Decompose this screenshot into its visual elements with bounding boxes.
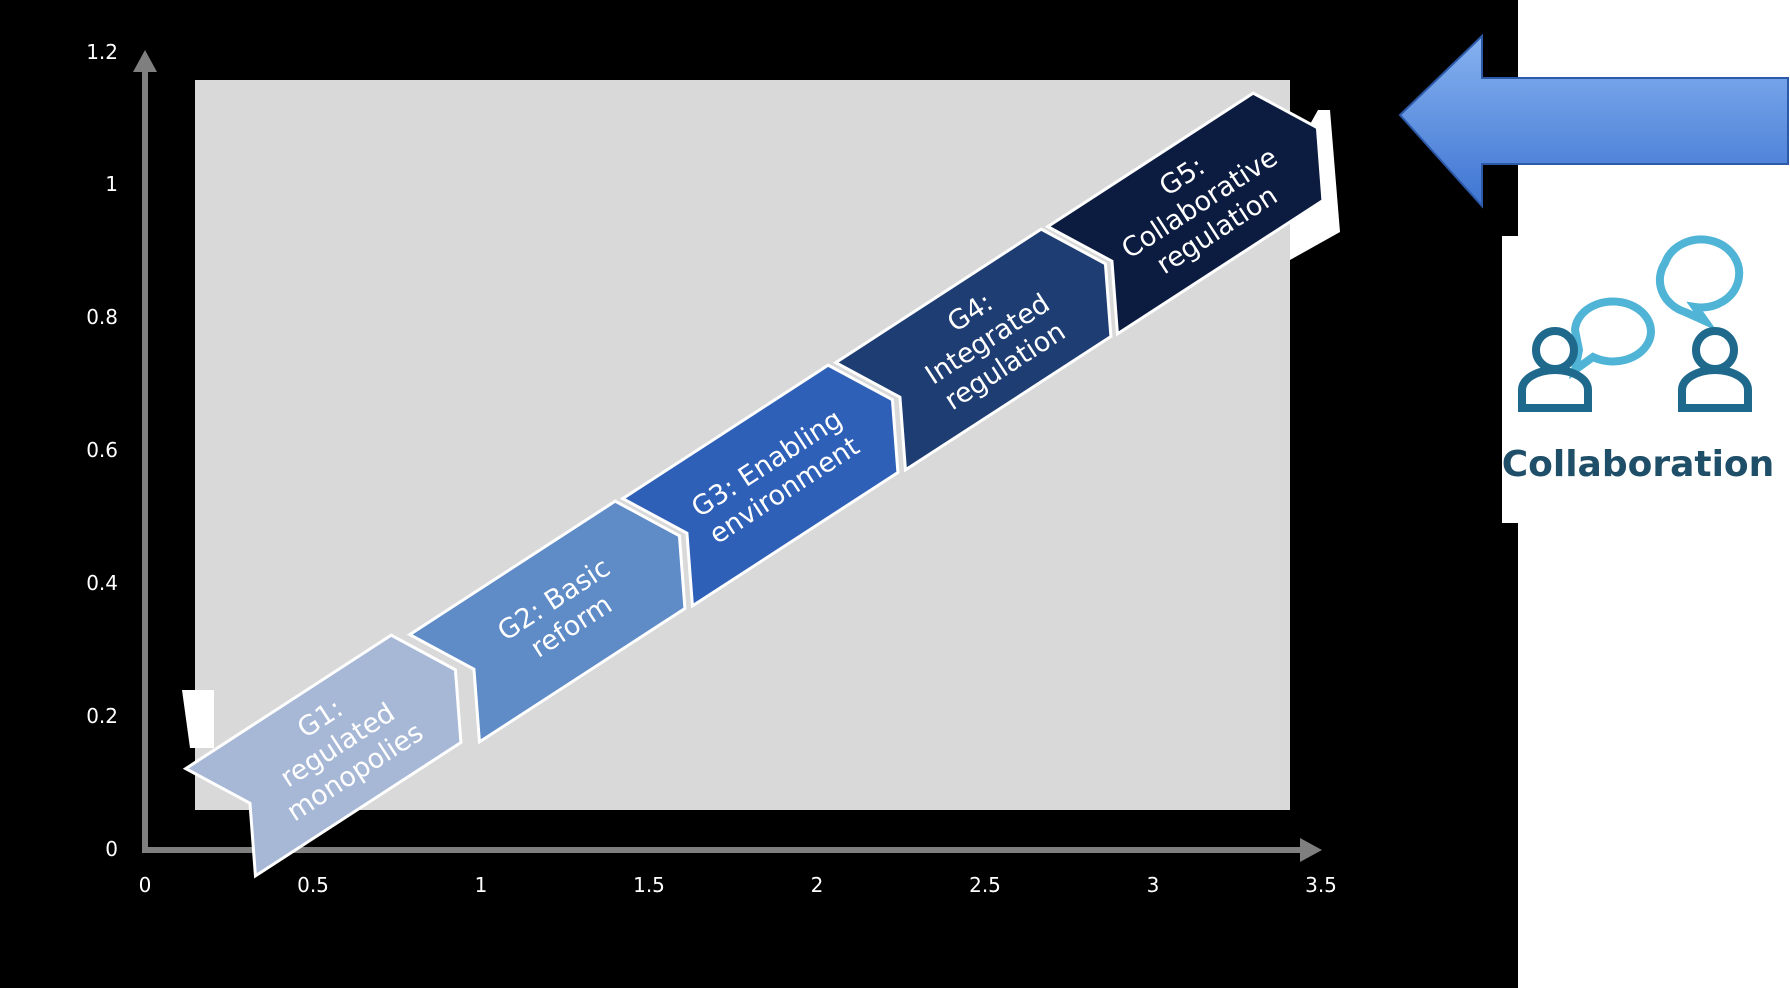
stage-chevron-shape bbox=[619, 363, 900, 609]
person-right-body-icon bbox=[1678, 366, 1752, 412]
x-tick-labels: 0 0.5 1 1.5 2 2.5 3 3.5 bbox=[139, 873, 1337, 897]
stage-chevron-shape bbox=[406, 499, 687, 745]
y-tick-label: 0.8 bbox=[86, 305, 118, 329]
stage-chevron: G5: Collaborative regulation bbox=[1044, 91, 1325, 337]
pointer-arrow-icon bbox=[1398, 33, 1789, 209]
y-tick-label: 1 bbox=[105, 172, 118, 196]
collaboration-icon bbox=[1518, 235, 1752, 412]
x-tick-label: 3.5 bbox=[1305, 873, 1337, 897]
x-tick-label: 0.5 bbox=[297, 873, 329, 897]
stage-chevron-shape bbox=[832, 227, 1113, 473]
x-tick-label: 1.5 bbox=[633, 873, 665, 897]
y-tick-label: 1.2 bbox=[86, 40, 118, 64]
y-tick-labels: 1.2 1 0.8 0.6 0.4 0.2 0 bbox=[86, 40, 118, 861]
stage-outline-start bbox=[182, 690, 214, 748]
y-tick-label: 0.4 bbox=[86, 571, 118, 595]
y-tick-label: 0.6 bbox=[86, 438, 118, 462]
y-axis-arrowhead bbox=[133, 50, 157, 72]
x-axis-arrowhead bbox=[1300, 838, 1322, 862]
stage-chevron-shape bbox=[1044, 91, 1325, 337]
y-tick-label: 0.2 bbox=[86, 704, 118, 728]
x-tick-label: 3 bbox=[1147, 873, 1160, 897]
person-left-body-icon bbox=[1518, 366, 1592, 412]
collaboration-card bbox=[1502, 236, 1774, 523]
x-tick-label: 2.5 bbox=[969, 873, 1001, 897]
collaboration-label: Collaboration bbox=[1502, 444, 1775, 485]
y-tick-label: 0 bbox=[105, 837, 118, 861]
stage-chevron: G2: Basic reform bbox=[406, 499, 687, 745]
x-tick-label: 2 bbox=[811, 873, 824, 897]
x-tick-label: 1 bbox=[475, 873, 488, 897]
axes bbox=[133, 50, 1322, 862]
speech-bubble-light-icon bbox=[1569, 297, 1655, 380]
stage-chevron-shape bbox=[182, 633, 463, 879]
speech-bubble-dark-icon bbox=[1655, 235, 1744, 331]
x-tick-label: 0 bbox=[139, 873, 152, 897]
